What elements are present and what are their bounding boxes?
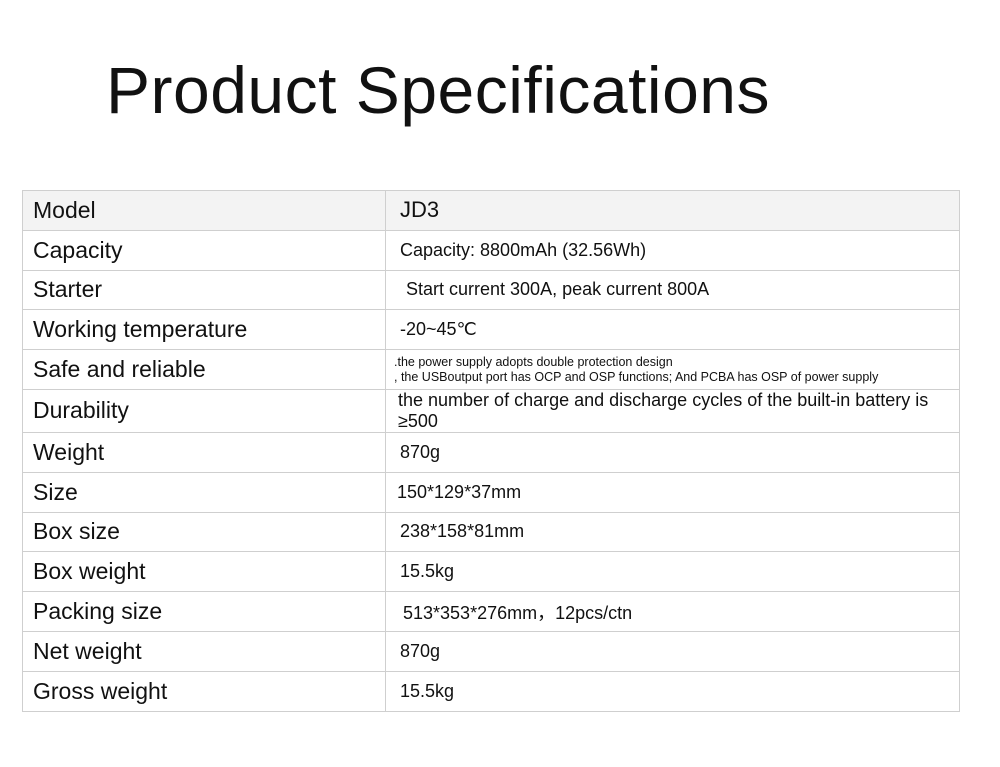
table-row: Model JD3 xyxy=(22,190,960,231)
spec-label: Gross weight xyxy=(22,670,386,712)
spec-label: Size xyxy=(22,471,386,513)
table-row: Size 150*129*37mm xyxy=(22,471,960,513)
spec-table: Model JD3 Capacity Capacity: 8800mAh (32.5… xyxy=(22,190,960,712)
spec-value-line: .the power supply adopts double protecti… xyxy=(394,354,673,369)
spec-value: 513*353*276mm，12pcs/ctn xyxy=(385,591,960,632)
spec-value: .the power supply adopts double protecti… xyxy=(385,349,960,390)
spec-label: Box weight xyxy=(22,551,386,593)
spec-value: JD3 xyxy=(385,190,960,231)
spec-value: 15.5kg xyxy=(385,670,960,712)
spec-value: the number of charge and discharge cycle… xyxy=(385,388,960,433)
table-row: Safe and reliable .the power supply adopt… xyxy=(22,349,960,390)
spec-value: 870g xyxy=(385,630,960,672)
spec-label: Model xyxy=(22,190,386,231)
spec-value: 870g xyxy=(385,431,960,473)
spec-label: Durability xyxy=(22,388,386,433)
spec-value: 15.5kg xyxy=(385,551,960,593)
table-row: Packing size 513*353*276mm，12pcs/ctn xyxy=(22,591,960,632)
spec-label: Box size xyxy=(22,511,386,553)
spec-label: Weight xyxy=(22,431,386,473)
spec-value: -20~45℃ xyxy=(385,309,960,351)
spec-label: Net weight xyxy=(22,630,386,672)
table-row: Weight 870g xyxy=(22,431,960,473)
table-row: Durability the number of charge and disch… xyxy=(22,388,960,433)
table-row: Net weight 870g xyxy=(22,630,960,672)
spec-value: Start current 300A, peak current 800A xyxy=(385,269,960,311)
spec-label: Safe and reliable xyxy=(22,349,386,390)
spec-label: Packing size xyxy=(22,591,386,632)
page-title: Product Specifications xyxy=(106,53,771,127)
spec-value: 238*158*81mm xyxy=(385,511,960,553)
spec-value: Capacity: 8800mAh (32.56Wh) xyxy=(385,229,960,271)
spec-value: 150*129*37mm xyxy=(385,471,960,513)
table-row: Box size 238*158*81mm xyxy=(22,511,960,553)
table-row: Starter Start current 300A, peak current … xyxy=(22,269,960,311)
spec-label: Starter xyxy=(22,269,386,311)
table-row: Working temperature -20~45℃ xyxy=(22,309,960,351)
spec-label: Working temperature xyxy=(22,309,386,351)
table-row: Gross weight 15.5kg xyxy=(22,670,960,712)
spec-value-line: , the USBoutput port has OCP and OSP fun… xyxy=(394,369,879,384)
table-row: Capacity Capacity: 8800mAh (32.56Wh) xyxy=(22,229,960,271)
table-row: Box weight 15.5kg xyxy=(22,551,960,593)
spec-label: Capacity xyxy=(22,229,386,271)
